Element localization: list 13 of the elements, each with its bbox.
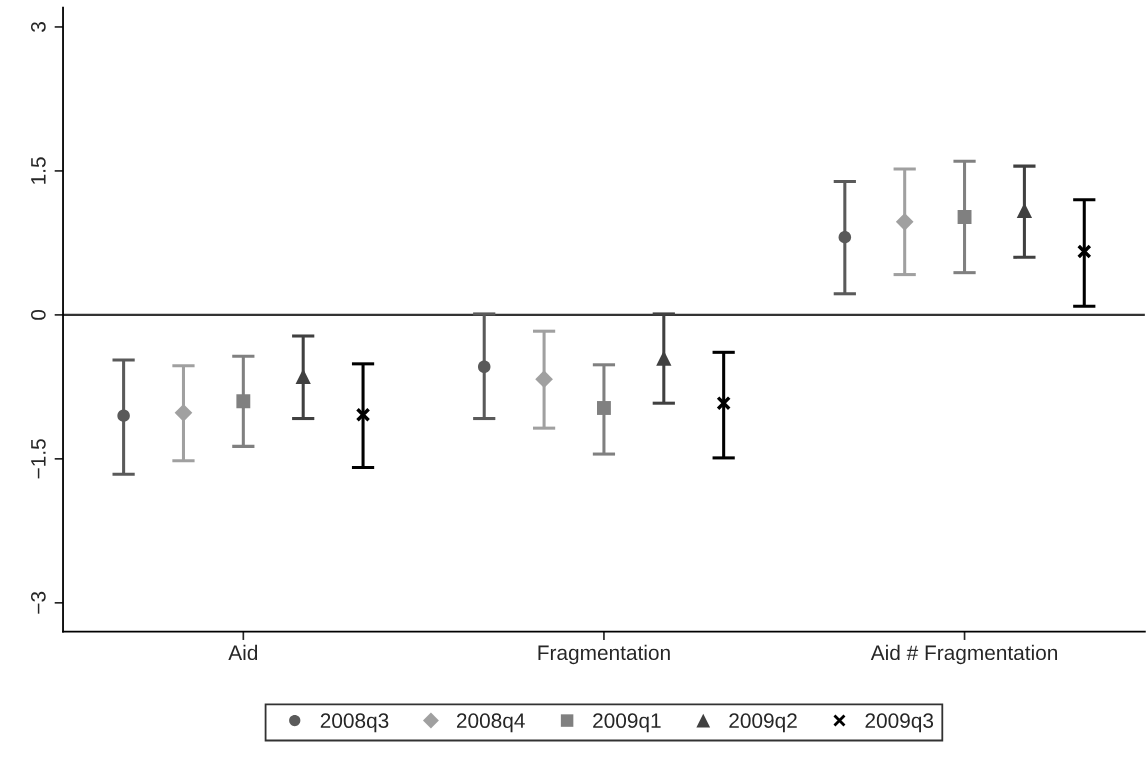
legend-label: 2008q4 xyxy=(456,713,525,733)
legend-label: 2009q1 xyxy=(593,713,661,733)
legend-label: 2009q2 xyxy=(729,713,797,733)
x-tick-label: Fragmentation xyxy=(538,644,670,665)
y-tick-label: −3 xyxy=(30,591,46,614)
x-tick-label: Aid # Fragmentation xyxy=(870,644,1058,665)
y-tick-label: 3 xyxy=(30,22,46,32)
legend-label: 2008q3 xyxy=(320,713,389,733)
y-tick-label: −1.5 xyxy=(31,439,46,479)
y-tick-label: 1.5 xyxy=(31,157,46,184)
x-tick-label: Aid xyxy=(228,644,258,661)
y-tick-label: 0 xyxy=(30,309,46,320)
legend-label: 2009q3 xyxy=(865,713,934,733)
